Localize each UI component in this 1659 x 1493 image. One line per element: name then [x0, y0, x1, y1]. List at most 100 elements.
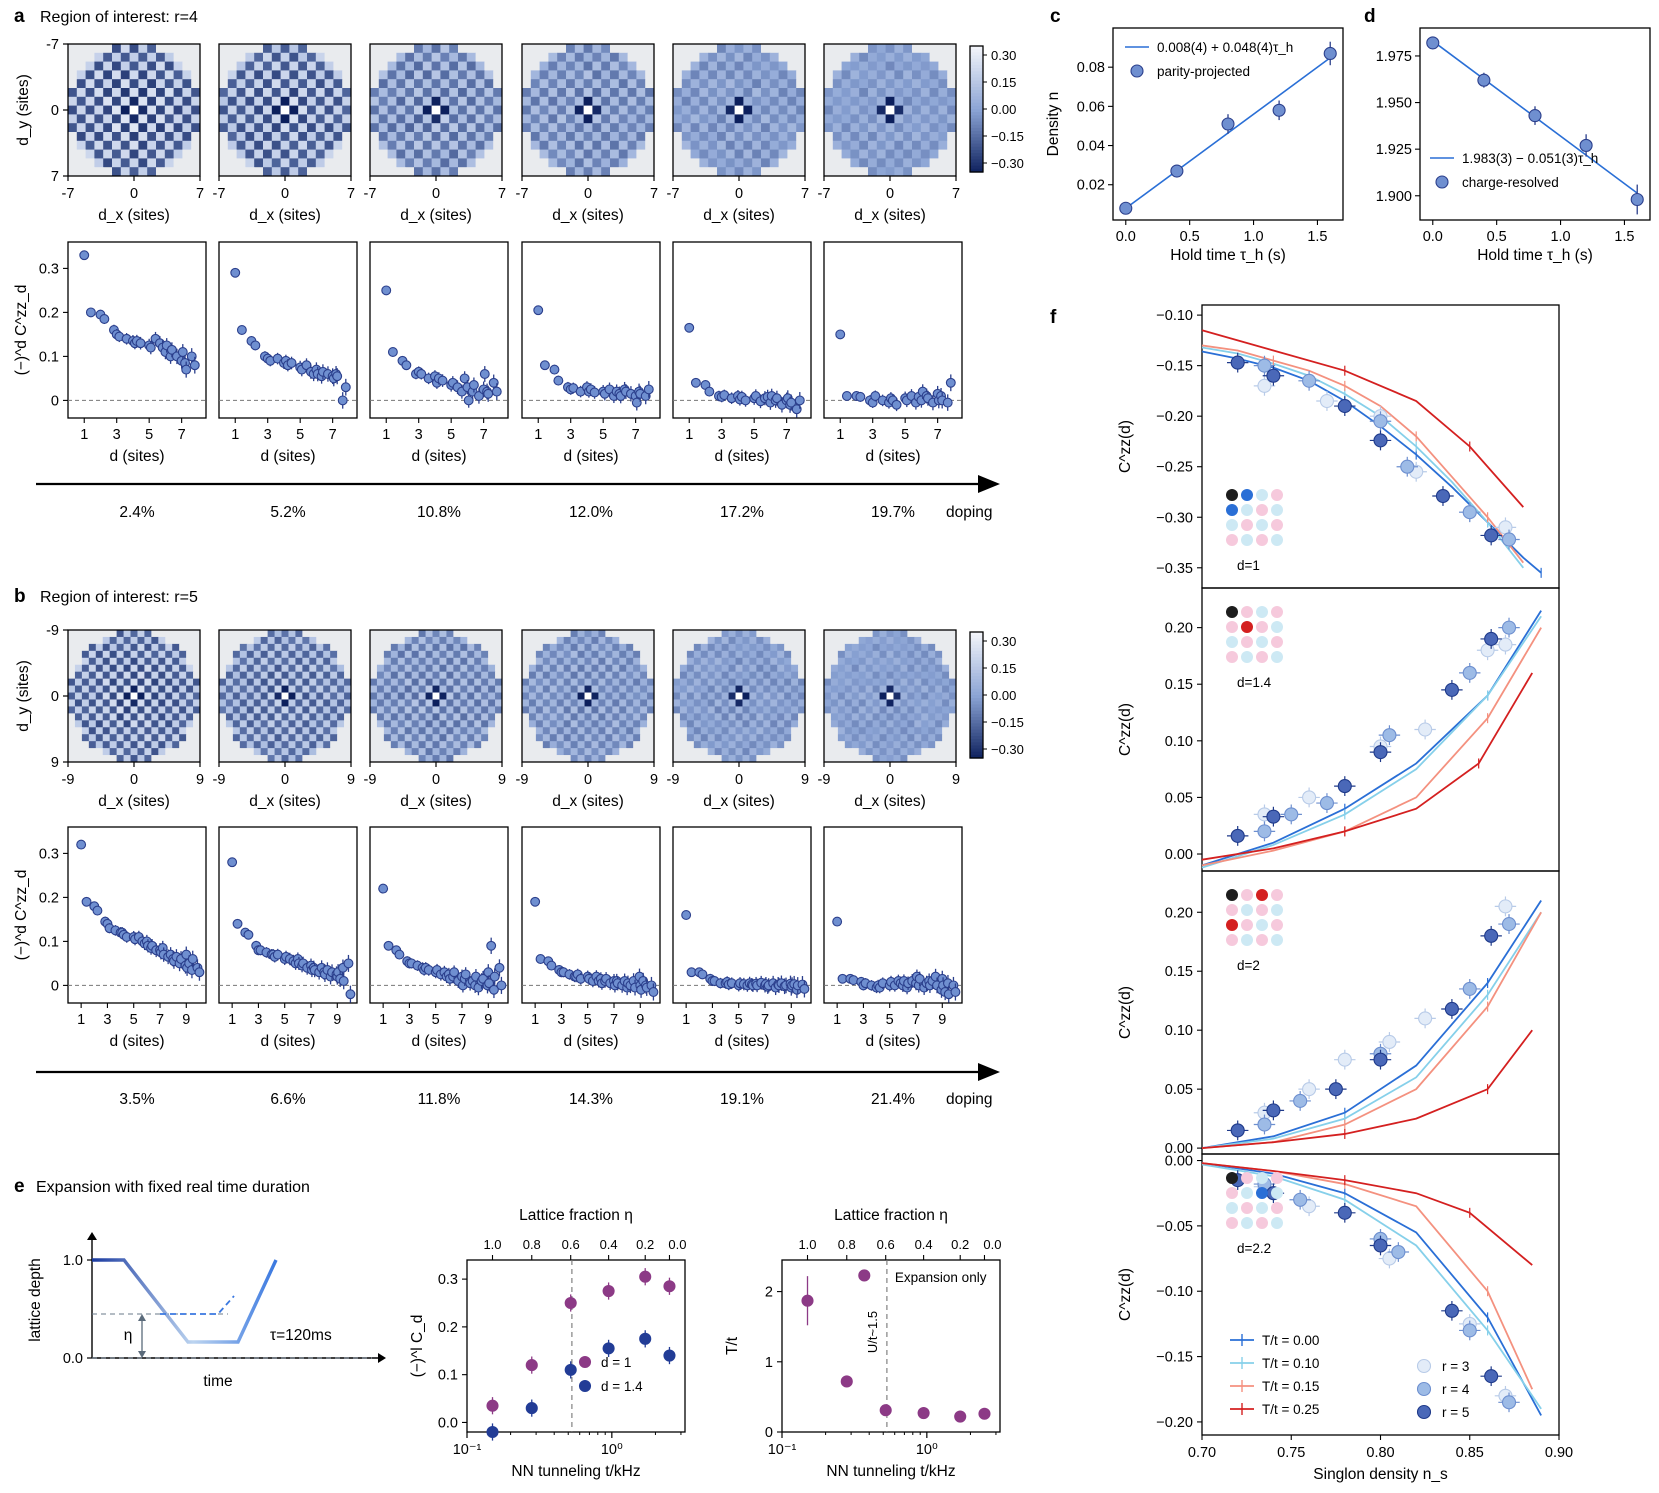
heatmap-cell — [886, 720, 894, 728]
heatmap-cell — [721, 657, 729, 666]
x-tick-label: 3 — [415, 427, 423, 443]
heatmap-cell — [886, 685, 894, 693]
heatmap-cell — [791, 734, 799, 742]
heatmap-cell — [147, 96, 157, 106]
heatmap-cell — [872, 650, 880, 659]
heatmap-cell — [548, 96, 558, 106]
heatmap-cell — [636, 149, 646, 159]
heatmap-cell — [743, 132, 753, 142]
heatmap-cell — [791, 657, 799, 666]
heatmap-cell — [618, 79, 628, 89]
heatmap-cell — [640, 734, 648, 742]
heatmap-cell — [432, 671, 440, 680]
heatmap-cell — [156, 114, 166, 124]
heatmap-cell — [645, 96, 655, 106]
colorbar-swatch — [970, 717, 983, 721]
heatmap-cell — [260, 650, 269, 659]
heatmap-cell — [481, 630, 489, 638]
heatmap-cell — [431, 105, 441, 115]
colorbar-swatch — [970, 134, 983, 138]
data-point — [639, 1332, 652, 1345]
heatmap-cell — [893, 657, 901, 666]
x-tick-label: 3 — [859, 1012, 867, 1028]
heatmap-cell — [796, 140, 806, 150]
heatmap-cell — [378, 70, 388, 80]
heatmap-cell — [418, 706, 426, 714]
heatmap-cell — [619, 636, 627, 645]
data-point — [187, 954, 198, 964]
heatmap-cell — [742, 727, 750, 735]
heatmap-cell — [903, 61, 913, 71]
heatmap-cell — [298, 158, 308, 168]
heatmap-cell — [193, 685, 201, 693]
heatmap-cell — [592, 114, 602, 124]
heatmap-cell — [850, 114, 860, 124]
heatmap-cell — [387, 105, 397, 115]
heatmap-cell — [330, 678, 338, 686]
heatmap-cell — [481, 727, 489, 735]
heatmap-cell — [886, 713, 894, 721]
heatmap-cell — [404, 755, 413, 763]
heatmap-cell — [708, 79, 718, 89]
heatmap-cell — [756, 671, 764, 680]
heatmap-cell — [770, 720, 778, 728]
heatmap-cell — [721, 685, 729, 693]
heatmap-cell — [530, 140, 540, 150]
heatmap-cell — [714, 664, 723, 673]
heatmap-cell — [227, 167, 237, 177]
heatmap-cell — [679, 657, 688, 666]
heatmap-cell — [81, 678, 90, 686]
heatmap-cell — [935, 664, 943, 673]
x-tick-label: 9 — [196, 772, 204, 788]
heatmap-cell — [942, 713, 950, 721]
heatmap-cell — [112, 132, 122, 142]
heatmap-cell — [88, 748, 97, 756]
heatmap-cell — [570, 727, 578, 735]
heatmap-cell — [397, 713, 406, 721]
heatmap-cell — [563, 678, 572, 686]
heatmap-cell — [151, 678, 159, 686]
heatmap-cell — [130, 727, 138, 735]
heatmap-cell — [647, 720, 655, 728]
heatmap-cell — [735, 664, 743, 673]
heatmap-cell — [619, 643, 627, 652]
heatmap-cell — [467, 664, 475, 673]
heatmap-cell — [618, 96, 628, 106]
heatmap-cell — [633, 630, 641, 638]
heatmap-cell — [397, 664, 406, 673]
heatmap-cell — [68, 671, 76, 680]
heatmap-cell — [179, 727, 187, 735]
heatmap-cell — [610, 79, 620, 89]
heatmap-cell — [700, 755, 709, 763]
heatmap-cell — [592, 123, 602, 133]
heatmap-cell — [488, 664, 496, 673]
heatmap-cell — [894, 140, 904, 150]
heatmap-cell — [333, 149, 343, 159]
heatmap-cell — [414, 123, 424, 133]
heatmap-cell — [425, 678, 433, 686]
heatmap-cell — [315, 167, 325, 177]
heatmap-cell — [484, 167, 494, 177]
heatmap-cell — [708, 167, 718, 177]
x-tick-label: 1 — [231, 427, 239, 443]
heatmap-cell — [446, 685, 454, 693]
heatmap-cell — [267, 727, 275, 735]
heatmap-cell — [605, 657, 613, 666]
y-tick-label: 0.3 — [438, 1272, 458, 1288]
x-tick-label: 5 — [281, 1012, 289, 1028]
heatmap-cell — [584, 699, 592, 707]
heatmap-cell — [949, 748, 957, 756]
heatmap-cell — [495, 755, 503, 763]
heatmap-cell — [158, 734, 166, 742]
heatmap-cell — [260, 636, 269, 645]
heatmap-cell — [324, 88, 334, 98]
heatmap-cell — [295, 657, 303, 666]
heatmap-cell — [858, 741, 867, 749]
heatmap-cell — [493, 44, 503, 54]
heatmap-cell — [130, 706, 138, 714]
heatmap-cell — [182, 61, 192, 71]
heatmap-cell — [397, 692, 406, 700]
heatmap-cell — [598, 720, 606, 728]
heatmap-cell — [522, 643, 530, 652]
heatmap-cell — [574, 167, 584, 177]
